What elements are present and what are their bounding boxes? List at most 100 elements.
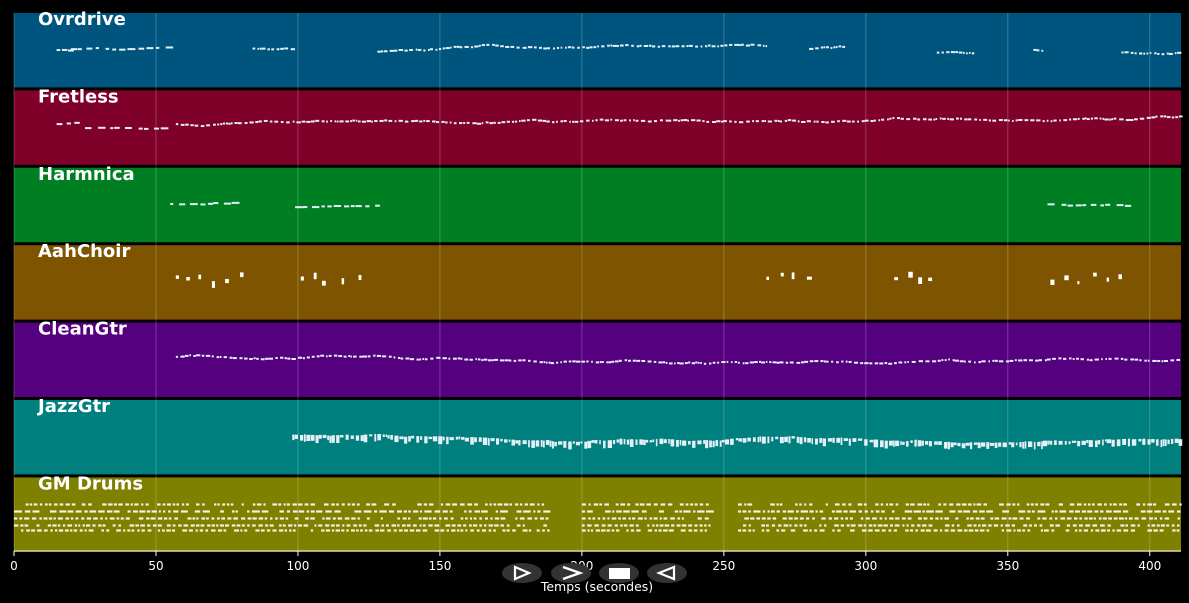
note — [836, 361, 839, 364]
note — [338, 355, 343, 358]
note — [371, 120, 373, 123]
note — [77, 48, 82, 51]
note — [595, 361, 599, 364]
note — [62, 524, 66, 527]
note — [394, 49, 398, 52]
note — [939, 117, 942, 120]
note — [67, 49, 74, 52]
note — [398, 529, 403, 532]
note — [678, 119, 680, 122]
note — [986, 529, 990, 532]
note — [737, 361, 740, 364]
note — [252, 503, 256, 506]
note — [292, 510, 298, 513]
note — [921, 440, 924, 446]
note — [166, 524, 171, 527]
note — [109, 517, 115, 520]
note — [341, 278, 345, 285]
rewind-button[interactable] — [647, 563, 687, 583]
note — [917, 524, 921, 527]
note — [998, 360, 1004, 363]
note — [222, 122, 225, 125]
note — [636, 359, 641, 362]
note — [141, 529, 145, 532]
note — [1111, 439, 1115, 447]
note — [1027, 510, 1031, 513]
note — [918, 277, 923, 285]
note — [994, 359, 998, 362]
note — [310, 510, 315, 513]
note — [1134, 118, 1138, 121]
note — [193, 354, 196, 357]
note — [950, 529, 956, 532]
note — [850, 524, 856, 527]
note — [157, 529, 161, 532]
note — [413, 524, 417, 527]
note — [1172, 503, 1177, 506]
note — [451, 524, 456, 527]
note — [943, 503, 947, 506]
note — [39, 503, 43, 506]
note — [428, 517, 432, 520]
note — [605, 510, 611, 513]
stop-button[interactable] — [599, 563, 639, 583]
note — [85, 524, 91, 527]
note — [968, 529, 974, 532]
note — [632, 359, 636, 362]
note — [358, 274, 362, 281]
note — [688, 440, 691, 445]
note — [1114, 357, 1119, 360]
track-label: CleanGtr — [38, 319, 127, 340]
note — [1086, 439, 1089, 443]
note — [1146, 510, 1153, 513]
playback-controls — [502, 563, 687, 583]
x-tick-label: 50 — [148, 559, 163, 573]
note — [949, 503, 954, 506]
note — [326, 120, 328, 123]
play-button[interactable] — [502, 563, 542, 583]
fast-forward-button[interactable] — [551, 563, 591, 583]
note — [697, 440, 702, 445]
note — [1090, 203, 1097, 206]
note — [59, 510, 67, 513]
note — [885, 503, 889, 506]
note — [1122, 510, 1129, 513]
note — [166, 529, 171, 532]
note — [24, 524, 29, 527]
note — [397, 356, 401, 359]
note — [14, 524, 19, 527]
note — [155, 46, 160, 49]
note — [451, 529, 456, 532]
note — [294, 524, 297, 527]
note — [321, 529, 325, 532]
note — [118, 503, 123, 506]
note — [190, 524, 195, 527]
note — [112, 524, 116, 527]
note — [691, 362, 696, 365]
note — [375, 204, 380, 207]
note — [31, 529, 36, 532]
note — [1124, 358, 1128, 361]
note — [595, 119, 598, 122]
note — [260, 529, 265, 532]
note — [503, 503, 509, 506]
note — [438, 436, 443, 445]
note — [809, 503, 813, 506]
note — [796, 361, 801, 364]
note — [223, 529, 227, 532]
note — [93, 517, 98, 520]
note — [821, 517, 826, 520]
note — [809, 510, 814, 513]
note — [330, 120, 333, 123]
note — [546, 120, 550, 123]
note — [702, 120, 705, 123]
note — [223, 202, 231, 205]
note — [211, 529, 216, 532]
note — [473, 524, 478, 527]
note — [653, 360, 657, 363]
note — [414, 119, 419, 122]
note — [676, 439, 679, 447]
note — [409, 358, 415, 361]
note — [214, 503, 217, 506]
note — [950, 51, 955, 54]
